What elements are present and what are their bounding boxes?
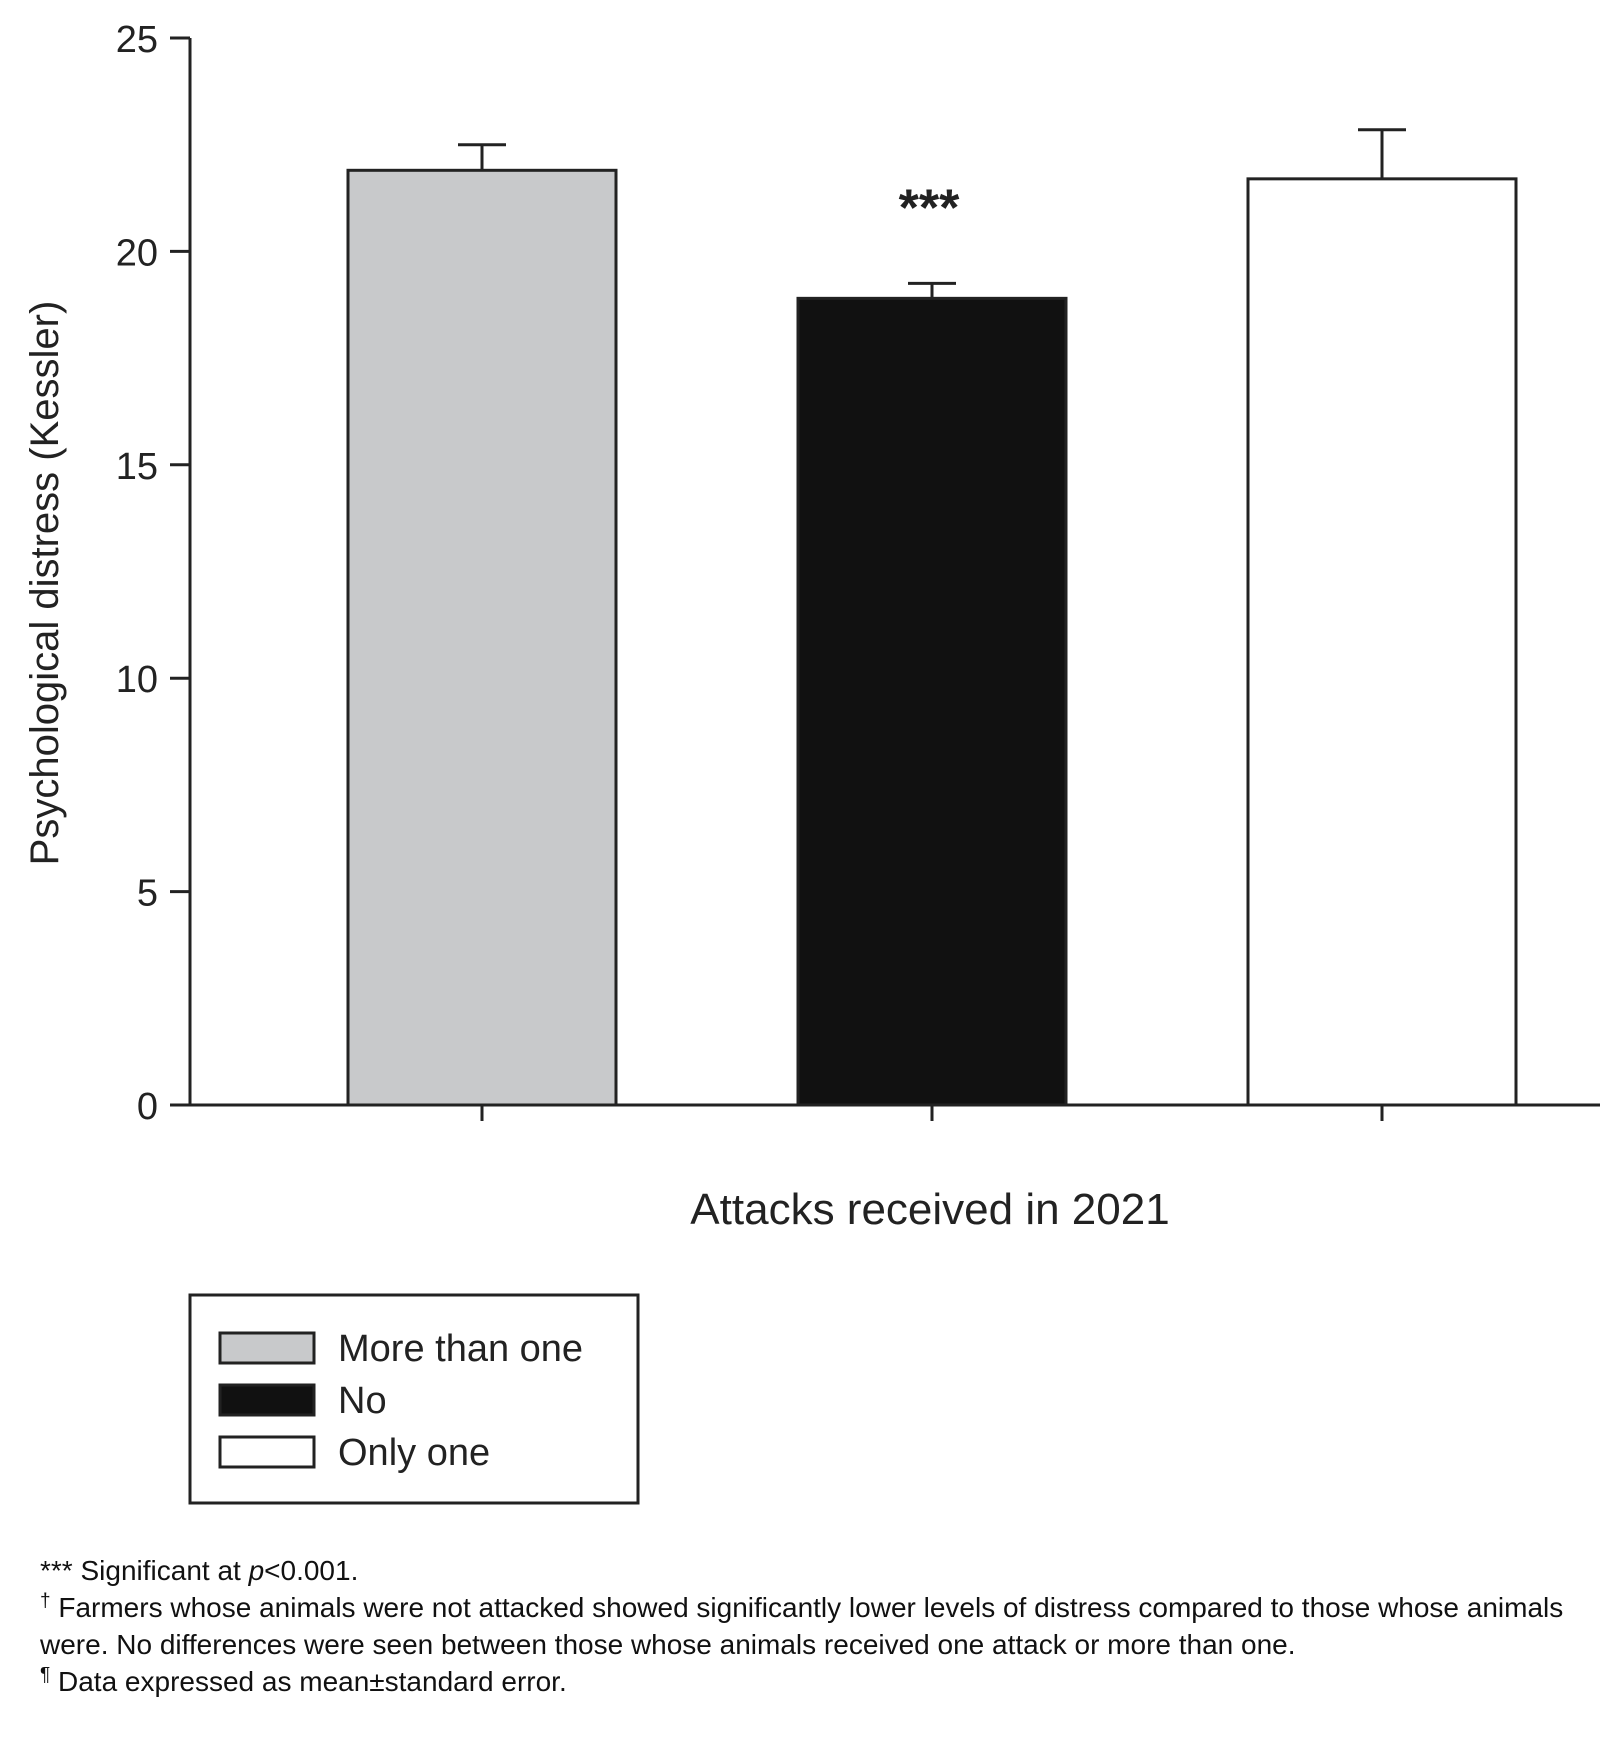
footnote-text: <0.001. [264,1555,359,1586]
y-tick-label: 0 [137,1086,158,1128]
footnote-marker: † [40,1590,51,1612]
footnote-dagger: † Farmers whose animals were not attacke… [40,1589,1580,1663]
y-tick-label: 20 [116,232,158,274]
footnote-marker: ¶ [40,1664,51,1686]
footnote-text: Significant at [72,1555,249,1586]
footnote-pilcrow: ¶ Data expressed as mean±standard error. [40,1663,1580,1700]
bar-more-than-one [346,168,618,1107]
legend-label: More than one [338,1328,583,1370]
footnote-p: p [248,1555,265,1586]
y-tick-label: 15 [116,446,158,488]
legend-swatch [218,1435,316,1469]
bar-no [796,296,1068,1107]
y-tick-label: 5 [137,873,158,915]
footnote-text: Farmers whose animals were not attacked … [40,1592,1564,1660]
y-tick-label: 25 [116,19,158,61]
legend-swatch [218,1383,316,1417]
footnote-significance: *** Significant at p<0.001. [40,1552,1580,1589]
y-axis-label: Psychological distress (Kessler) [23,301,67,866]
significance-annotation: *** [899,179,960,237]
y-tick-label: 10 [116,659,158,701]
legend-swatch [218,1331,316,1365]
x-axis-label: Attacks received in 2021 [690,1185,1169,1234]
footnotes: *** Significant at p<0.001. † Farmers wh… [40,1552,1580,1700]
bar-only-one [1246,177,1518,1107]
footnote-text: Data expressed as mean±standard error. [50,1666,567,1697]
legend-label: Only one [338,1432,490,1474]
legend-label: No [338,1380,387,1422]
footnote-marker: *** [40,1555,73,1586]
